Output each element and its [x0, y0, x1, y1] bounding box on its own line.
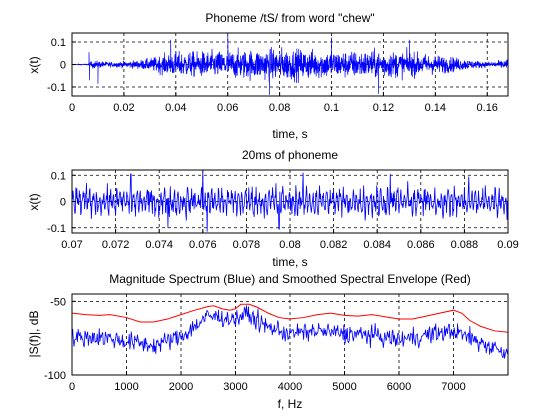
waveform-line	[71, 35, 509, 95]
x-tick-label: 0.14	[425, 102, 446, 114]
x-tick-label: 0.1	[324, 102, 339, 114]
y-tick-label: 0	[60, 197, 66, 209]
y-tick-label: 0.1	[51, 37, 66, 49]
x-tick-label: 0.07	[61, 239, 82, 251]
x-tick-label: 1000	[114, 381, 138, 393]
x-tick-label: 0.086	[407, 239, 435, 251]
x-tick-label: 0.074	[145, 239, 173, 251]
ylabel-20ms: x(t)	[27, 193, 41, 210]
panel-waveform: Phoneme /tS/ from word "chew" 0 0.02 0.04 0…	[27, 11, 509, 141]
x-tick-label: 0.088	[451, 239, 479, 251]
spectral-envelope-line	[71, 303, 509, 333]
x-tick-label: 0	[69, 381, 75, 393]
x-tick-label: 0	[69, 102, 75, 114]
x-tick-label: 0.04	[165, 102, 186, 114]
title-spectrum: Magnitude Spectrum (Blue) and Smoothed S…	[109, 272, 471, 286]
panel-spectrum: Magnitude Spectrum (Blue) and Smoothed S…	[27, 272, 509, 411]
x-tick-label: 0.076	[189, 239, 217, 251]
title-20ms: 20ms of phoneme	[242, 148, 338, 162]
x-tick-label: 0.08	[269, 102, 290, 114]
y-tick-label: -100	[44, 370, 66, 382]
y-tick-label: 0.1	[51, 170, 66, 182]
y-tick-label: -50	[50, 296, 66, 308]
ticks-20ms: 0.07 0.072 0.074 0.076 0.078 0.08 0.082 0.084 0.…	[47, 170, 519, 251]
x-tick-label: 0.02	[113, 102, 134, 114]
magnitude-spectrum-line	[71, 305, 509, 359]
panel-20ms: 20ms of phoneme 0.07 0.072 0.074 0.076 0.078…	[27, 148, 519, 269]
x-tick-label: 2000	[169, 381, 193, 393]
x-tick-label: 0.08	[279, 239, 300, 251]
x-tick-label: 0.082	[320, 239, 348, 251]
x-tick-label: 6000	[387, 381, 411, 393]
ylabel-spectrum: |S(f)|, dB	[27, 311, 41, 358]
title-waveform: Phoneme /tS/ from word "chew"	[205, 11, 374, 25]
x-tick-label: 7000	[441, 381, 465, 393]
ticks-waveform: 0 0.02 0.04 0.06 0.08 0.1 0.12 0.14 0.160.10-0.1	[47, 37, 498, 114]
x-tick-label: 4000	[278, 381, 302, 393]
x-tick-label: 0.072	[102, 239, 130, 251]
x-tick-label: 5000	[332, 381, 356, 393]
xlabel-waveform: time, s	[272, 127, 307, 141]
xlabel-spectrum: f, Hz	[278, 397, 303, 411]
x-tick-label: 0.16	[477, 102, 498, 114]
y-tick-label: 0	[60, 60, 66, 72]
x-tick-label: 0.06	[217, 102, 238, 114]
x-tick-label: 0.084	[363, 239, 391, 251]
xlabel-20ms: time, s	[272, 255, 307, 269]
x-tick-label: 0.12	[373, 102, 394, 114]
x-tick-label: 0.078	[233, 239, 261, 251]
x-tick-label: 3000	[223, 381, 247, 393]
y-tick-label: -0.1	[47, 223, 66, 235]
ticks-spectrum: 0 1000 2000 3000 4000 5000 6000 7000 -50 -100	[44, 296, 466, 393]
ylabel-waveform: x(t)	[27, 56, 41, 73]
x-tick-label: 0.09	[497, 239, 518, 251]
y-tick-label: -0.1	[47, 82, 66, 94]
segment-line	[71, 169, 509, 232]
